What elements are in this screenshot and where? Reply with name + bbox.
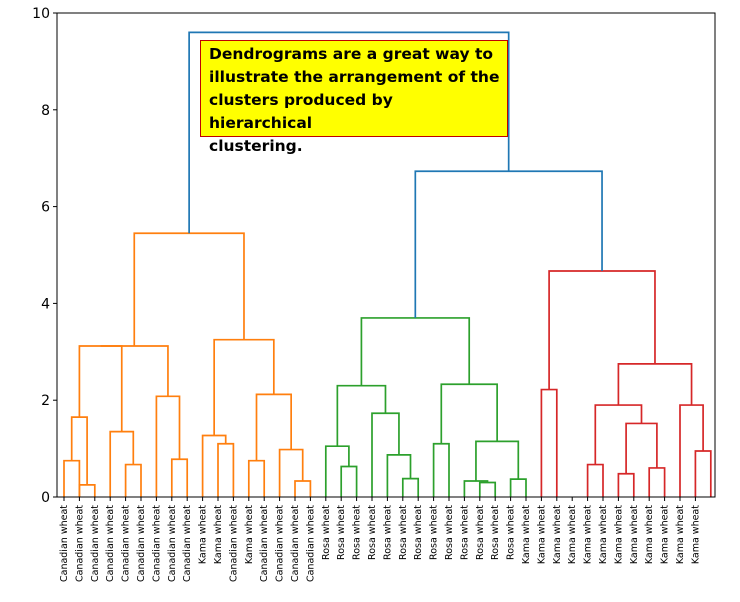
x-tick-label: Canadian wheat <box>305 505 316 582</box>
x-tick-label: Canadian wheat <box>105 505 116 582</box>
x-tick-label: Kama wheat <box>198 505 209 564</box>
x-tick-label: Kama wheat <box>598 505 609 564</box>
y-tick-label: 4 <box>41 296 50 312</box>
annotation-line: Dendrograms are a great way to <box>209 45 494 63</box>
x-tick-label: Kama wheat <box>629 505 640 564</box>
x-tick-label: Canadian wheat <box>259 505 270 582</box>
x-tick-label: Rosa wheat <box>321 505 332 560</box>
x-tick-label: Canadian wheat <box>59 505 70 582</box>
x-tick-label: Rosa wheat <box>413 505 424 560</box>
x-tick-label: Rosa wheat <box>382 505 393 560</box>
x-tick-label: Rosa wheat <box>429 505 440 560</box>
x-tick-label: Kama wheat <box>613 505 624 564</box>
x-axis: Canadian wheat Canadian wheat Canadian whe… <box>59 497 701 582</box>
x-tick-label: Kama wheat <box>244 505 255 564</box>
x-tick-label: Kama wheat <box>552 505 563 564</box>
dendrogram-links <box>63 31 712 497</box>
y-tick-label: 6 <box>41 200 50 216</box>
x-tick-label: Rosa wheat <box>490 505 501 560</box>
annotation-line: illustrate the arrangement of the <box>209 68 500 86</box>
x-tick-label: Canadian wheat <box>121 505 132 582</box>
x-tick-label: Rosa wheat <box>444 505 455 560</box>
x-tick-label: Canadian wheat <box>151 505 162 582</box>
x-tick-label: Canadian wheat <box>290 505 301 582</box>
y-axis: 0 2 4 6 8 10 <box>32 6 57 506</box>
x-tick-label: Kama wheat <box>660 505 671 564</box>
x-tick-label: Rosa wheat <box>398 505 409 560</box>
x-tick-label: Canadian wheat <box>182 505 193 582</box>
annotation-box: Dendrograms are a great way to illustrat… <box>200 40 508 155</box>
x-tick-label: Kama wheat <box>583 505 594 564</box>
x-tick-label: Rosa wheat <box>475 505 486 560</box>
y-tick-label: 0 <box>41 490 50 506</box>
x-tick-label: Rosa wheat <box>367 505 378 560</box>
x-tick-label: Kama wheat <box>536 505 547 564</box>
annotation-line: clusters produced by hierarchical <box>209 91 393 132</box>
x-tick-label: Kama wheat <box>213 505 224 564</box>
plot-frame <box>56 12 716 498</box>
x-tick-label: Canadian wheat <box>90 505 101 582</box>
y-tick-label: 2 <box>41 393 50 409</box>
dendrogram-link <box>100 345 169 397</box>
x-tick-label: Canadian wheat <box>275 505 286 582</box>
y-tick-label: 10 <box>32 6 50 22</box>
x-tick-label: Kama wheat <box>644 505 655 564</box>
x-tick-label: Kama wheat <box>690 505 701 564</box>
x-tick-label: Canadian wheat <box>228 505 239 582</box>
annotation-line: clustering. <box>209 137 303 155</box>
x-tick-label: Canadian wheat <box>74 505 85 582</box>
x-tick-label: Kama wheat <box>521 505 532 564</box>
y-tick-label: 8 <box>41 103 50 119</box>
dendrogram-link <box>188 31 510 234</box>
x-tick-label: Rosa wheat <box>506 505 517 560</box>
x-tick-label: Rosa wheat <box>352 505 363 560</box>
x-tick-label: Rosa wheat <box>459 505 470 560</box>
x-tick-label: Canadian wheat <box>167 505 178 582</box>
x-tick-label: Canadian wheat <box>136 505 147 582</box>
x-tick-label: Rosa wheat <box>336 505 347 560</box>
x-tick-label: Kama wheat <box>567 505 578 564</box>
x-tick-label: Kama wheat <box>675 505 686 564</box>
